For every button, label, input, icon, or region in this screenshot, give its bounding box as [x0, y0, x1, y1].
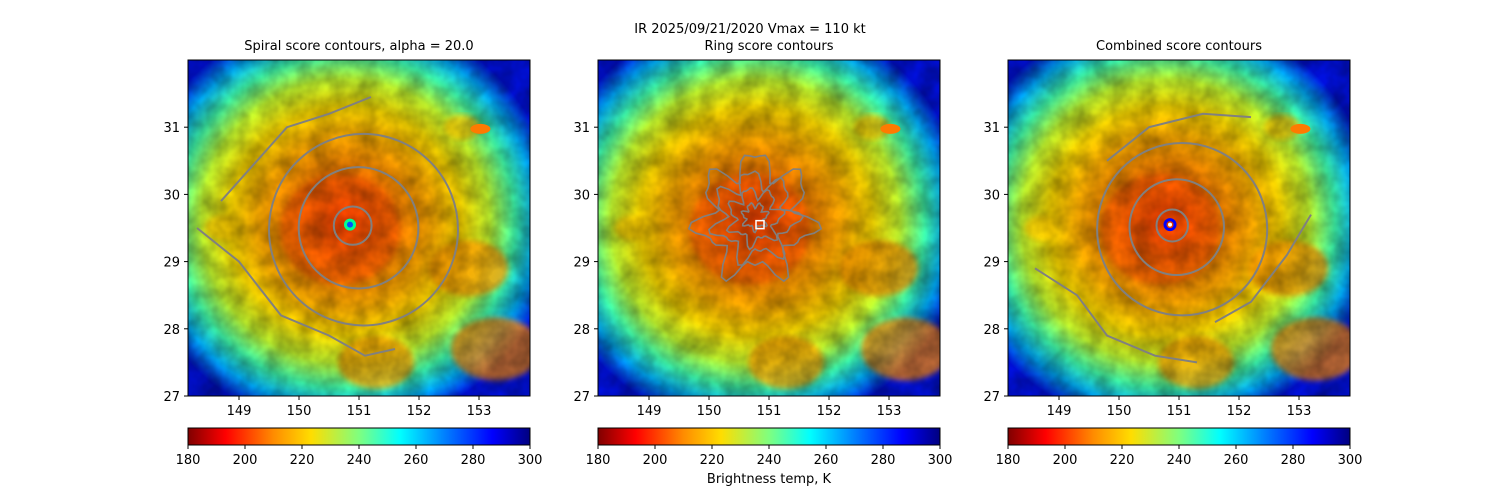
- colorbar-tick-label: 200: [233, 453, 258, 468]
- panel-1-title: Spiral score contours, alpha = 20.0: [244, 39, 474, 54]
- contour-inner-ring: [332, 205, 373, 246]
- y-tick-label: 31: [573, 121, 590, 136]
- colorbar: [597, 427, 941, 446]
- figure-suptitle: IR 2025/09/21/2020 Vmax = 110 kt: [634, 22, 866, 37]
- colorbar-tick-label: 300: [928, 453, 953, 468]
- ir-image: [1008, 60, 1350, 396]
- small-cell: [470, 123, 491, 134]
- small-cell: [1290, 123, 1311, 134]
- y-tick-label: 29: [163, 256, 180, 271]
- colorbar-tick-label: 220: [290, 453, 315, 468]
- contour-ring-score-cluster-1: [707, 170, 804, 266]
- contour-ring-score-cluster-3: [740, 202, 770, 234]
- contour-outer-ring: [1096, 141, 1269, 317]
- colorbar-tick-label: 280: [461, 453, 486, 468]
- x-tick-label: 149: [637, 404, 662, 419]
- y-tick-label: 31: [163, 121, 180, 136]
- colorbar-tick-label: 260: [1224, 453, 1249, 468]
- y-tick-label: 29: [983, 256, 1000, 271]
- panel-2-title: Ring score contours: [704, 39, 834, 54]
- x-tick-label: 152: [817, 404, 842, 419]
- contour-spiral-arm-south: [196, 227, 396, 357]
- colorbar-tick-label: 200: [1053, 453, 1078, 468]
- colorbar: [187, 427, 531, 446]
- contour-ring-score-cluster-2: [725, 187, 786, 251]
- panel-1: 149 150 151 152 153 27 28 29 30 31 180 200 220 240 260…: [163, 59, 543, 468]
- x-tick-label: 150: [697, 404, 722, 419]
- contours: [1034, 112, 1312, 364]
- panel-3: 149 150 151 152 153 27 28 29 30 31 180 200 220 240 260…: [983, 59, 1363, 468]
- contour-spiral-arm-east: [1214, 214, 1312, 323]
- colorbar-tick-label: 240: [1167, 453, 1192, 468]
- center-marker-dot: [1168, 222, 1172, 227]
- colorbar-tick-label: 240: [347, 453, 372, 468]
- x-tick-label: 151: [1167, 404, 1192, 419]
- contour-spiral-arm-south: [1034, 267, 1198, 364]
- panel-2: 149 150 151 152 153 27 28 29 30 31 180 200 220 240 260…: [573, 59, 953, 468]
- colorbar-tick-label: 180: [996, 453, 1021, 468]
- x-tick-label: 149: [227, 404, 252, 419]
- colorbar-tick-label: 180: [176, 453, 201, 468]
- colorbar-tick-label: 220: [1110, 453, 1135, 468]
- colorbar-tick-label: 200: [643, 453, 668, 468]
- ir-image: [598, 60, 940, 396]
- y-tick-label: 30: [163, 188, 180, 203]
- y-tick-label: 27: [573, 390, 590, 405]
- x-tick-label: 152: [407, 404, 432, 419]
- contour-spiral-arm-north: [220, 96, 372, 202]
- contours: [196, 96, 459, 357]
- contour-mid-ring: [1128, 178, 1225, 277]
- contour-inner-ring: [1155, 208, 1189, 243]
- colorbar-tick-label: 180: [586, 453, 611, 468]
- y-tick-label: 28: [573, 323, 590, 338]
- ir-texture: [598, 60, 940, 396]
- contour-spiral-arm-north: [1106, 112, 1252, 162]
- contour-outer-ring: [268, 132, 459, 327]
- contour-mid-ring: [297, 166, 420, 290]
- center-marker: [755, 219, 765, 230]
- eye-core: [347, 221, 353, 228]
- x-tick-label: 151: [347, 404, 372, 419]
- colorbar: [1007, 427, 1351, 446]
- colorbar-tick-label: 260: [404, 453, 429, 468]
- x-tick-label: 150: [1107, 404, 1132, 419]
- center-marker: [1163, 218, 1177, 232]
- y-tick-label: 28: [163, 323, 180, 338]
- x-tick-label: 153: [1287, 404, 1312, 419]
- y-tick-label: 29: [573, 256, 590, 271]
- x-tick-label: 153: [467, 404, 492, 419]
- x-tick-label: 150: [287, 404, 312, 419]
- x-tick-label: 149: [1047, 404, 1072, 419]
- colorbar-tick-label: 260: [814, 453, 839, 468]
- colorbar-tick-label: 280: [1281, 453, 1306, 468]
- x-tick-label: 151: [757, 404, 782, 419]
- y-tick-label: 27: [983, 390, 1000, 405]
- small-cell: [880, 123, 901, 134]
- ir-texture: [1008, 60, 1350, 396]
- contour-ring-score-cluster-0: [687, 154, 823, 283]
- y-tick-label: 30: [573, 188, 590, 203]
- colorbar-tick-label: 280: [871, 453, 896, 468]
- colorbar-tick-label: 300: [1338, 453, 1363, 468]
- ir-image: [188, 60, 530, 396]
- y-tick-label: 31: [983, 121, 1000, 136]
- y-tick-label: 28: [983, 323, 1000, 338]
- colorbar-label: Brightness temp, K: [706, 472, 832, 487]
- y-tick-label: 27: [163, 390, 180, 405]
- x-tick-label: 153: [877, 404, 902, 419]
- contours: [687, 154, 823, 283]
- colorbar-tick-label: 220: [700, 453, 725, 468]
- colorbar-tick-label: 240: [757, 453, 782, 468]
- x-tick-label: 152: [1227, 404, 1252, 419]
- ir-texture: [188, 60, 530, 396]
- y-tick-label: 30: [983, 188, 1000, 203]
- panel-3-title: Combined score contours: [1096, 39, 1262, 54]
- colorbar-tick-label: 300: [518, 453, 543, 468]
